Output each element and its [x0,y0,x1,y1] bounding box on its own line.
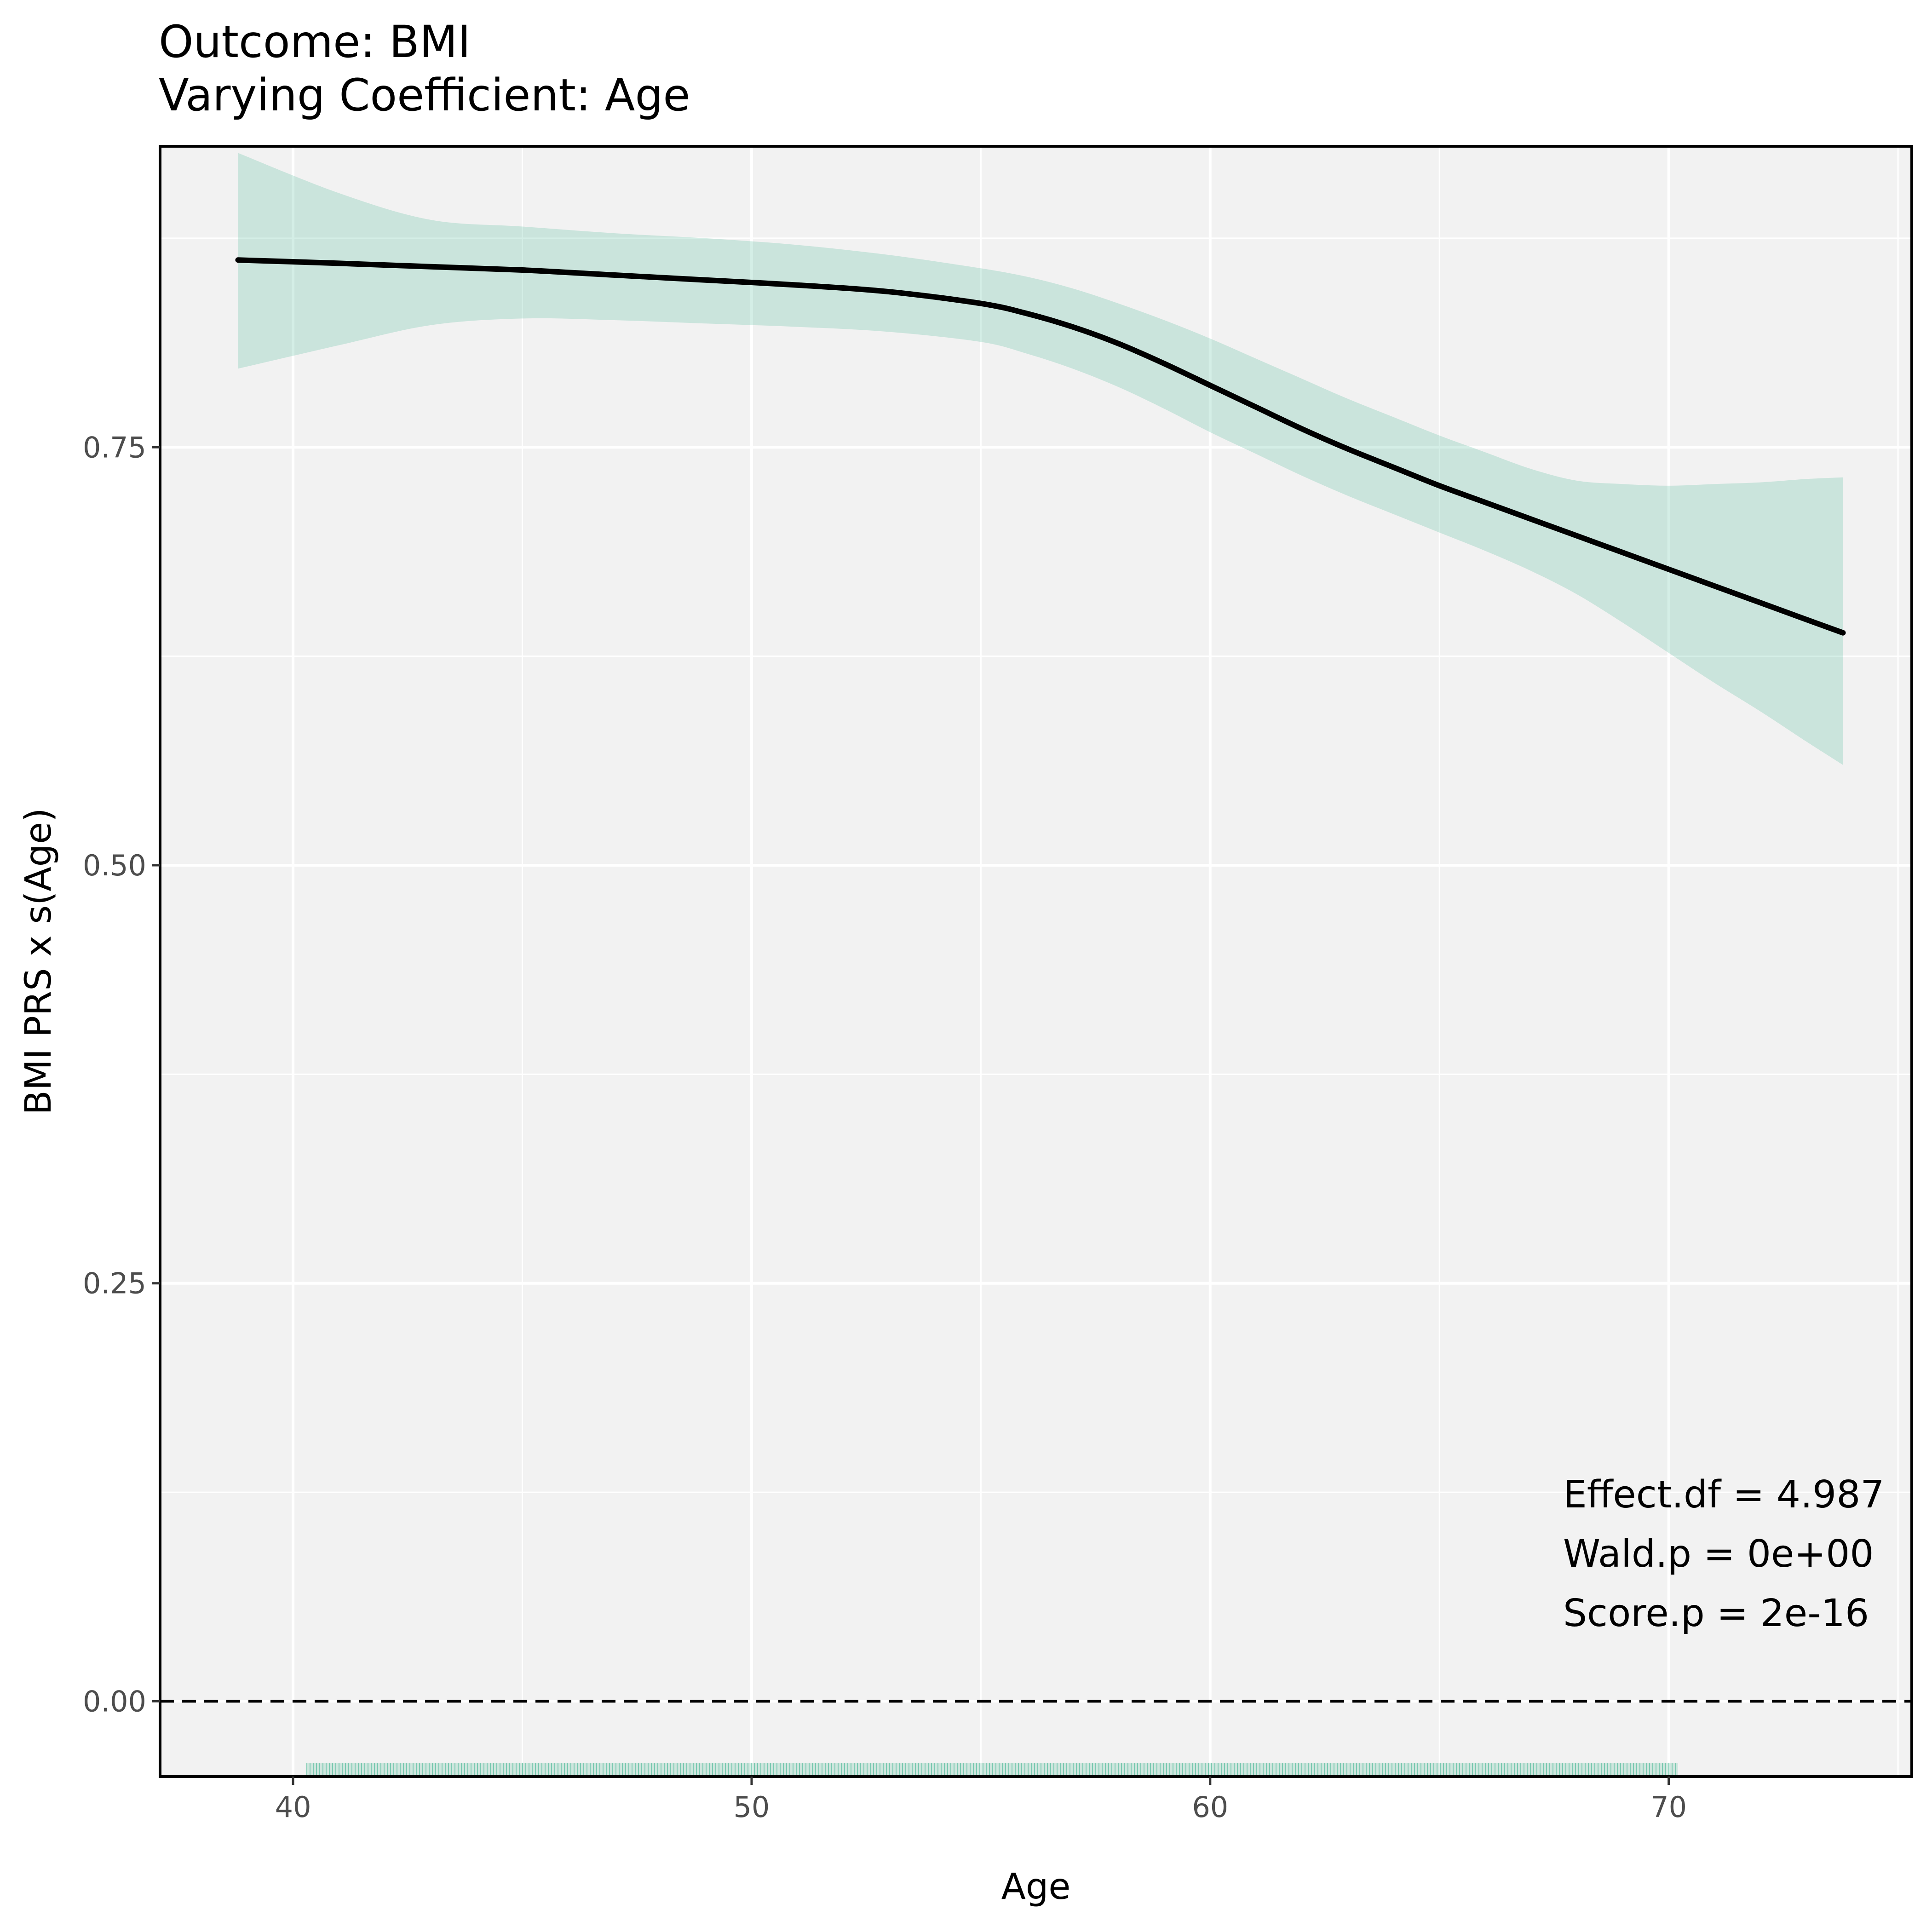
annotation-wald-p: Wald.p = 0e+00 [1563,1532,1874,1576]
x-tick-label: 70 [1650,1790,1687,1824]
annotation-score-p: Score.p = 2e-16 [1563,1592,1869,1635]
plot-border [159,145,1913,1778]
annotation-effect-df: Effect.df = 4.987 [1563,1473,1885,1517]
x-tick-label: 50 [733,1790,770,1824]
chart-subtitle: Varying Coefficient: Age [159,69,690,121]
confidence-ribbon [238,153,1843,765]
x-axis-label: Age [1001,1866,1071,1908]
x-axis-ticks: 40 50 60 70 [275,1777,1687,1824]
x-tick-label: 40 [275,1790,311,1824]
rug [306,1763,1678,1777]
fitted-curve [235,257,1846,636]
y-tick-label: 0.50 [83,849,146,882]
y-axis-ticks: 0.00 0.25 0.50 0.75 [83,431,160,1718]
x-tick-label: 60 [1192,1790,1228,1824]
y-tick-label: 0.25 [83,1267,146,1300]
y-tick-label: 0.75 [83,431,146,464]
chart-title: Outcome: BMI [159,16,471,68]
y-tick-label: 0.00 [83,1685,146,1718]
plot-panel [160,146,1912,1777]
y-axis-label: BMI PRS x s(Age) [18,808,59,1115]
grid [160,146,1912,1777]
